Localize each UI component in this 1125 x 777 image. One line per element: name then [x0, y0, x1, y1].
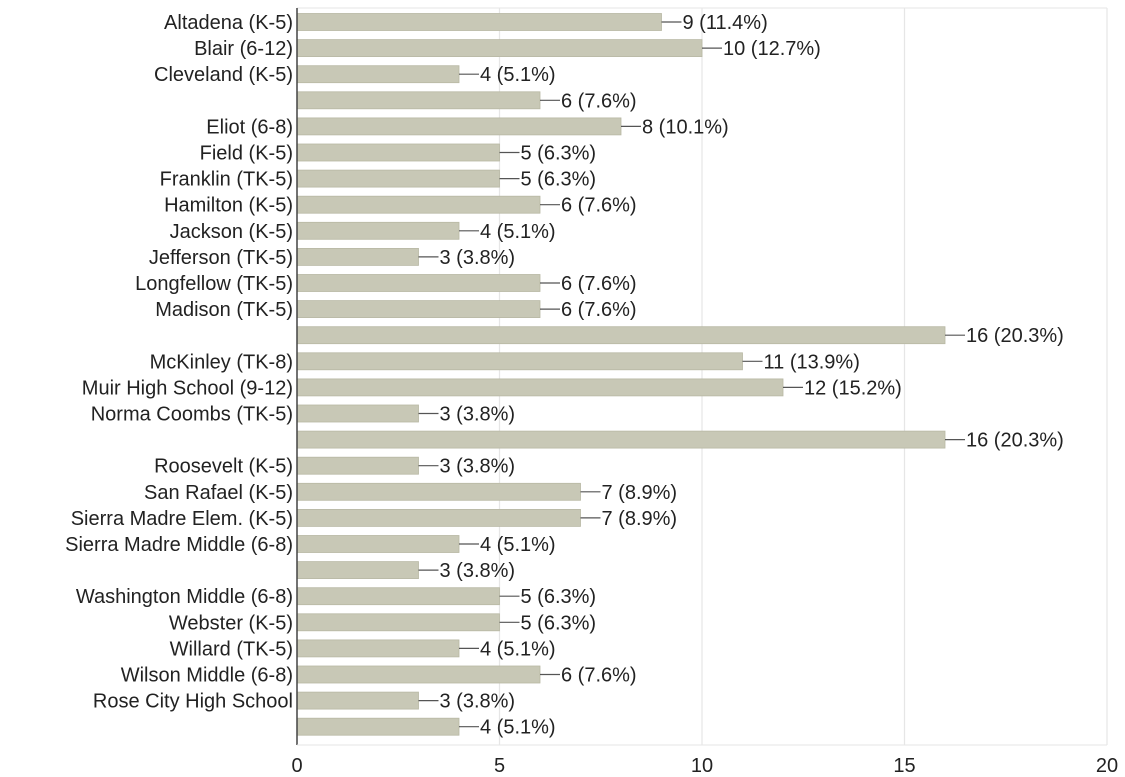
data-label: 3 (3.8%): [440, 456, 516, 478]
bar: [296, 561, 419, 579]
category-label: Cleveland (K-5): [154, 64, 293, 86]
axes: 0 5 10 15 20: [291, 8, 1118, 777]
bar: [296, 65, 460, 84]
data-label: 6 (7.6%): [561, 273, 637, 295]
bar: [296, 221, 460, 240]
bar: [296, 91, 541, 110]
data-label: 4 (5.1%): [480, 717, 556, 739]
category-label: Webster (K-5): [169, 612, 293, 634]
data-label: 4 (5.1%): [480, 638, 556, 660]
bar: [296, 378, 784, 397]
data-label: 4 (5.1%): [480, 534, 556, 556]
category-label: Madison (TK-5): [155, 299, 293, 321]
category-label: Hamilton (K-5): [164, 195, 293, 217]
data-label: 16 (20.3%): [966, 430, 1064, 452]
data-label: 6 (7.6%): [561, 665, 637, 687]
data-label: 9 (11.4%): [683, 12, 768, 34]
bar: [296, 508, 581, 527]
labels: 9 (11.4%) Altadena (K-5) 10 (12.7%) Blair (…: [65, 12, 1064, 739]
category-label: Eliot (6-8): [206, 116, 293, 138]
category-label: Sierra Madre Middle (6-8): [65, 534, 293, 556]
category-label: Field (K-5): [200, 143, 293, 165]
bar: [296, 274, 541, 292]
bar: [296, 691, 419, 710]
data-label: 11 (13.9%): [764, 351, 860, 373]
x-tick-label: 0: [291, 755, 302, 777]
data-label: 6 (7.6%): [561, 299, 637, 321]
x-tick-label: 20: [1096, 755, 1118, 777]
data-label: 3 (3.8%): [440, 404, 516, 426]
data-label: 3 (3.8%): [440, 560, 516, 582]
bar: [296, 169, 500, 188]
leader-lines: [418, 21, 965, 728]
data-label: 10 (12.7%): [723, 38, 821, 60]
category-label: Franklin (TK-5): [160, 169, 293, 191]
bar: [296, 39, 703, 57]
data-label: 3 (3.8%): [440, 691, 516, 713]
bar: [296, 639, 460, 658]
data-label: 7 (8.9%): [602, 482, 678, 504]
bar: [296, 326, 946, 345]
category-label: Rose City High School: [93, 691, 293, 713]
x-tick-label: 5: [494, 755, 505, 777]
bar: [296, 482, 581, 501]
bar: [296, 535, 460, 553]
data-label: 4 (5.1%): [480, 221, 556, 243]
category-label: McKinley (TK-8): [150, 351, 293, 373]
bar: [296, 247, 419, 266]
bars: [296, 13, 946, 736]
bar: [296, 404, 419, 423]
bar: [296, 717, 460, 736]
category-label: Blair (6-12): [194, 38, 293, 60]
bar: [296, 456, 419, 475]
x-tick-label: 15: [893, 755, 915, 777]
category-label: Muir High School (9-12): [82, 377, 293, 399]
category-label: Jefferson (TK-5): [149, 247, 293, 269]
x-tick-label: 10: [691, 755, 713, 777]
category-label: Willard (TK-5): [170, 638, 293, 660]
bar: [296, 13, 662, 31]
data-label: 5 (6.3%): [521, 169, 597, 191]
bar: [296, 665, 541, 684]
bar: [296, 300, 541, 319]
data-label: 4 (5.1%): [480, 64, 556, 86]
data-label: 12 (15.2%): [804, 377, 902, 399]
category-label: Washington Middle (6-8): [76, 586, 293, 608]
category-label: Roosevelt (K-5): [154, 456, 293, 478]
data-label: 3 (3.8%): [440, 247, 516, 269]
category-label: Longfellow (TK-5): [135, 273, 293, 295]
category-label: Norma Coombs (TK-5): [91, 404, 293, 426]
category-label: Altadena (K-5): [164, 12, 293, 34]
data-label: 5 (6.3%): [521, 143, 597, 165]
category-label: Jackson (K-5): [170, 221, 293, 243]
data-label: 6 (7.6%): [561, 90, 637, 112]
data-label: 16 (20.3%): [966, 325, 1064, 347]
bar: [296, 587, 500, 606]
bar: [296, 352, 743, 371]
data-label: 7 (8.9%): [602, 508, 678, 530]
bar: [296, 117, 622, 136]
category-label: San Rafael (K-5): [144, 482, 293, 504]
data-label: 5 (6.3%): [521, 586, 597, 608]
bar: [296, 430, 946, 449]
data-label: 5 (6.3%): [521, 612, 597, 634]
bar: [296, 613, 500, 632]
data-label: 6 (7.6%): [561, 195, 637, 217]
bar: [296, 143, 500, 162]
data-label: 8 (10.1%): [642, 116, 729, 138]
category-label: Sierra Madre Elem. (K-5): [71, 508, 293, 530]
bar: [296, 195, 541, 214]
category-label: Wilson Middle (6-8): [121, 665, 293, 687]
